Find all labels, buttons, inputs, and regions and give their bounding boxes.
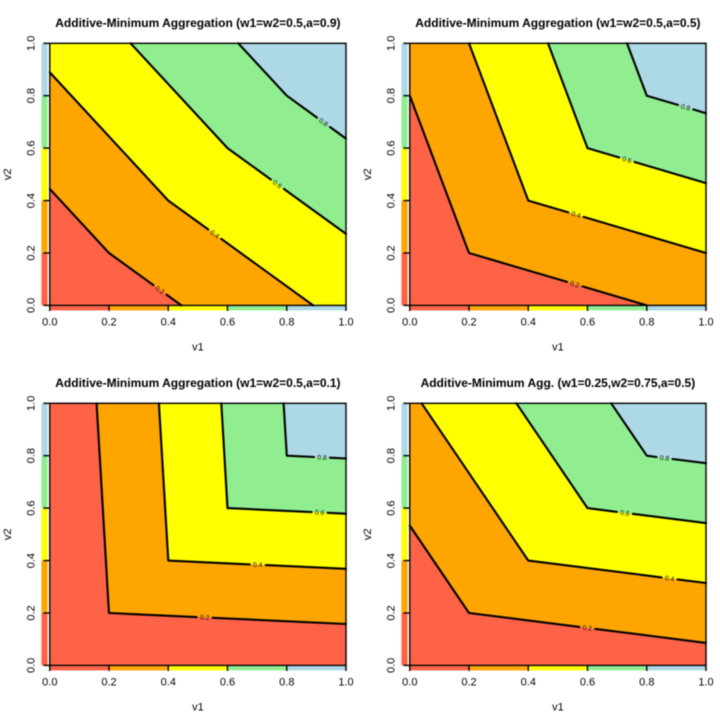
svg-text:0.4: 0.4 <box>208 229 220 240</box>
svg-text:Additive-Minimum Aggregation (: Additive-Minimum Aggregation (w1=w2=0.5,… <box>415 16 700 30</box>
svg-text:0.6: 0.6 <box>220 317 235 329</box>
svg-text:1.0: 1.0 <box>338 677 353 689</box>
svg-text:v2: v2 <box>2 168 14 180</box>
svg-text:v1: v1 <box>192 702 204 714</box>
svg-text:0.8: 0.8 <box>279 317 294 329</box>
svg-text:0.8: 0.8 <box>386 448 398 463</box>
svg-text:0.2: 0.2 <box>200 614 210 621</box>
svg-text:0.0: 0.0 <box>26 298 38 313</box>
svg-text:0.8: 0.8 <box>659 455 669 463</box>
svg-text:0.4: 0.4 <box>26 193 38 208</box>
svg-text:0.4: 0.4 <box>386 193 398 208</box>
svg-text:0.8: 0.8 <box>279 677 294 689</box>
svg-text:1.0: 1.0 <box>698 677 713 689</box>
svg-text:0.6: 0.6 <box>220 677 235 689</box>
svg-text:0.2: 0.2 <box>26 245 38 260</box>
svg-text:0.2: 0.2 <box>386 245 398 260</box>
svg-text:0.8: 0.8 <box>26 448 38 463</box>
svg-text:v1: v1 <box>552 702 564 714</box>
svg-text:0.6: 0.6 <box>386 140 398 155</box>
svg-text:Additive-Minimum Aggregation (: Additive-Minimum Aggregation (w1=w2=0.5,… <box>55 376 340 390</box>
svg-text:0.2: 0.2 <box>582 625 592 633</box>
svg-text:0.0: 0.0 <box>42 677 57 689</box>
svg-text:1.0: 1.0 <box>698 317 713 329</box>
svg-text:0.0: 0.0 <box>386 298 398 313</box>
svg-text:0.8: 0.8 <box>639 317 654 329</box>
svg-text:0.2: 0.2 <box>461 317 476 329</box>
svg-text:0.6: 0.6 <box>580 317 595 329</box>
svg-text:v1: v1 <box>192 342 204 354</box>
svg-text:0.6: 0.6 <box>271 179 283 190</box>
svg-text:0.4: 0.4 <box>253 562 263 569</box>
svg-text:0.8: 0.8 <box>26 88 38 103</box>
svg-text:1.0: 1.0 <box>386 36 398 51</box>
svg-text:0.0: 0.0 <box>42 317 57 329</box>
svg-text:0.4: 0.4 <box>161 677 176 689</box>
svg-text:0.6: 0.6 <box>26 140 38 155</box>
svg-text:0.2: 0.2 <box>386 605 398 620</box>
svg-text:0.4: 0.4 <box>521 317 536 329</box>
svg-text:0.2: 0.2 <box>101 677 116 689</box>
svg-text:1.0: 1.0 <box>338 317 353 329</box>
svg-text:0.4: 0.4 <box>386 553 398 568</box>
svg-text:Additive-Minimum Aggregation (: Additive-Minimum Aggregation (w1=w2=0.5,… <box>55 16 340 30</box>
svg-text:1.0: 1.0 <box>386 396 398 411</box>
svg-text:0.8: 0.8 <box>317 454 327 461</box>
svg-text:v2: v2 <box>362 528 374 540</box>
svg-text:0.2: 0.2 <box>101 317 116 329</box>
svg-text:0.6: 0.6 <box>621 156 632 165</box>
svg-text:v2: v2 <box>2 528 14 540</box>
svg-text:1.0: 1.0 <box>26 36 38 51</box>
svg-text:0.6: 0.6 <box>386 500 398 515</box>
svg-text:0.2: 0.2 <box>461 677 476 689</box>
svg-text:0.4: 0.4 <box>161 317 176 329</box>
svg-text:0.6: 0.6 <box>620 510 630 518</box>
svg-text:0.8: 0.8 <box>386 88 398 103</box>
svg-text:0.2: 0.2 <box>154 285 166 296</box>
svg-text:0.2: 0.2 <box>569 280 580 289</box>
svg-text:Additive-Minimum Agg. (w1=0.25: Additive-Minimum Agg. (w1=0.25,w2=0.75,a… <box>421 376 696 390</box>
svg-text:0.6: 0.6 <box>580 677 595 689</box>
svg-text:0.6: 0.6 <box>26 500 38 515</box>
svg-text:0.4: 0.4 <box>26 553 38 568</box>
svg-text:0.0: 0.0 <box>402 677 417 689</box>
svg-text:0.2: 0.2 <box>26 605 38 620</box>
svg-text:v2: v2 <box>362 168 374 180</box>
svg-text:0.4: 0.4 <box>521 677 536 689</box>
svg-text:0.8: 0.8 <box>317 117 329 128</box>
svg-text:v1: v1 <box>552 342 564 354</box>
svg-text:0.4: 0.4 <box>570 211 581 220</box>
svg-text:0.8: 0.8 <box>680 103 691 112</box>
svg-text:0.0: 0.0 <box>402 317 417 329</box>
svg-text:0.4: 0.4 <box>664 575 674 583</box>
svg-text:0.0: 0.0 <box>26 658 38 673</box>
svg-text:0.0: 0.0 <box>386 658 398 673</box>
svg-text:0.8: 0.8 <box>639 677 654 689</box>
svg-text:1.0: 1.0 <box>26 396 38 411</box>
svg-text:0.6: 0.6 <box>315 509 325 516</box>
